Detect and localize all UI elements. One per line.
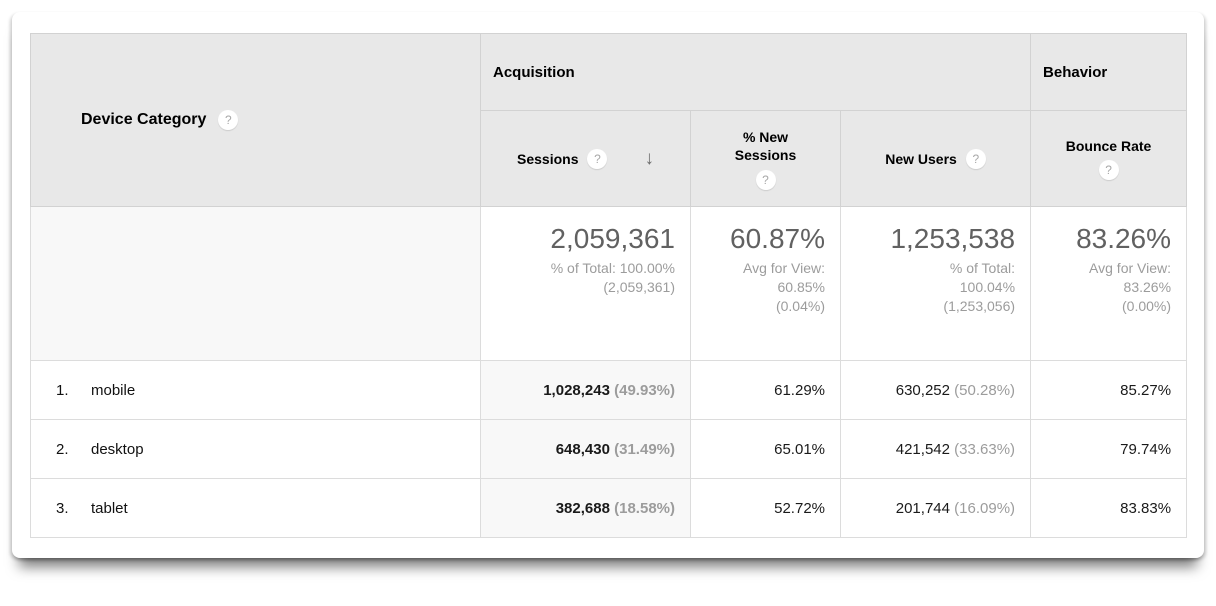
bounce-rate-avg: 83.26% [1076, 223, 1172, 254]
sessions-value: 648,430 [555, 440, 610, 458]
help-icon[interactable]: ? [755, 169, 776, 190]
column-header-new-users[interactable]: New Users ? [839, 110, 1032, 207]
device-cell: 3. tablet [30, 478, 481, 538]
summary-dimension-cell [30, 206, 481, 361]
sessions-total: 2,059,361 [550, 223, 675, 254]
acquisition-label: Acquisition [493, 63, 575, 81]
sessions-label: Sessions [517, 150, 579, 167]
sessions-cell: 1,028,243 (49.93%) [480, 360, 691, 420]
sessions-pct: (49.93%) [614, 381, 675, 399]
device-cell: 2. desktop [30, 419, 481, 479]
device-name: desktop [91, 440, 144, 458]
new-sessions-avg-sub3: (0.04%) [775, 298, 825, 314]
new-users-value: 201,744 [895, 499, 950, 517]
new-sessions-value: 65.01% [774, 440, 825, 458]
summary-new-sessions: 60.87% Avg for View: 60.85% (0.04%) [690, 206, 841, 361]
table-row-mobile: 1. mobile 1,028,243 (49.93%) 61.29% 630,… [30, 360, 1188, 420]
device-cell: 1. mobile [30, 360, 481, 420]
new-users-total-sub2: 100.04% [959, 279, 1016, 295]
new-sessions-avg-sub2: 60.85% [777, 279, 825, 295]
new-users-total-sub1: % of Total: [949, 260, 1016, 276]
new-sessions-avg: 60.87% [730, 223, 825, 254]
help-icon[interactable]: ? [1098, 159, 1119, 180]
new-sessions-cell: 52.72% [690, 478, 841, 538]
new-users-value: 421,542 [895, 440, 950, 458]
column-header-device-category[interactable]: Device Category ? [30, 33, 481, 207]
bounce-rate-value: 85.27% [1120, 381, 1172, 399]
behavior-label: Behavior [1043, 63, 1108, 81]
device-category-label: Device Category [81, 111, 207, 128]
help-icon[interactable]: ? [218, 110, 239, 130]
new-users-label: New Users [885, 150, 957, 167]
sessions-cell: 382,688 (18.58%) [480, 478, 691, 538]
sessions-cell: 648,430 (31.49%) [480, 419, 691, 479]
bounce-rate-cell: 85.27% [1030, 360, 1188, 420]
bounce-rate-cell: 83.83% [1030, 478, 1188, 538]
new-users-value: 630,252 [895, 381, 950, 399]
summary-new-users: 1,253,538 % of Total: 100.04% (1,253,056… [839, 206, 1032, 361]
new-users-pct: (16.09%) [954, 499, 1016, 517]
row-index: 2. [56, 440, 69, 458]
device-name: mobile [91, 381, 136, 399]
report-card: Device Category ? Acquisition Behavior S… [12, 12, 1204, 558]
help-icon[interactable]: ? [965, 148, 986, 169]
bounce-rate-avg-sub3: (0.00%) [1122, 298, 1172, 314]
column-header-bounce-rate[interactable]: Bounce Rate ? [1030, 110, 1188, 207]
sessions-value: 382,688 [555, 499, 610, 517]
bounce-rate-cell: 79.74% [1030, 419, 1188, 479]
sessions-total-sub2: (2,059,361) [603, 279, 675, 295]
bounce-rate-avg-sub2: 83.26% [1123, 279, 1172, 295]
summary-row: 2,059,361 % of Total: 100.00% (2,059,361… [30, 206, 1188, 361]
bounce-rate-label: Bounce Rate [1065, 137, 1152, 154]
sessions-pct: (31.49%) [614, 440, 675, 458]
new-users-cell: 421,542 (33.63%) [839, 419, 1032, 479]
new-sessions-label: % New Sessions [734, 128, 797, 163]
sessions-value: 1,028,243 [543, 381, 610, 399]
bounce-rate-value: 79.74% [1120, 440, 1172, 458]
new-users-cell: 201,744 (16.09%) [839, 478, 1032, 538]
column-header-new-sessions[interactable]: % New Sessions ? [690, 110, 841, 207]
bounce-rate-avg-sub1: Avg for View: [1089, 260, 1172, 276]
column-header-sessions[interactable]: Sessions ? ↓ [480, 110, 691, 207]
sessions-pct: (18.58%) [614, 499, 675, 517]
new-users-total: 1,253,538 [890, 223, 1016, 254]
summary-sessions: 2,059,361 % of Total: 100.00% (2,059,361… [480, 206, 691, 361]
new-sessions-value: 52.72% [774, 499, 825, 517]
summary-bounce-rate: 83.26% Avg for View: 83.26% (0.00%) [1030, 206, 1188, 361]
new-sessions-avg-sub1: Avg for View: [743, 260, 825, 276]
device-category-table: Device Category ? Acquisition Behavior S… [30, 33, 1188, 538]
device-name: tablet [91, 499, 128, 517]
sessions-total-sub1: % of Total: 100.00% [550, 260, 675, 276]
new-users-pct: (50.28%) [954, 381, 1016, 399]
new-sessions-value: 61.29% [774, 381, 825, 399]
sort-descending-icon: ↓ [644, 148, 654, 169]
row-index: 1. [56, 381, 69, 399]
help-icon[interactable]: ? [587, 148, 608, 169]
group-header-acquisition: Acquisition [479, 33, 1032, 111]
new-users-pct: (33.63%) [954, 440, 1016, 458]
bounce-rate-value: 83.83% [1120, 499, 1172, 517]
row-index: 3. [56, 499, 69, 517]
new-users-cell: 630,252 (50.28%) [839, 360, 1032, 420]
new-sessions-cell: 65.01% [690, 419, 841, 479]
new-sessions-cell: 61.29% [690, 360, 841, 420]
table-row-desktop: 2. desktop 648,430 (31.49%) 65.01% 421,5… [30, 419, 1188, 479]
new-users-total-sub3: (1,253,056) [943, 298, 1016, 314]
group-header-behavior: Behavior [1030, 33, 1188, 111]
table-row-tablet: 3. tablet 382,688 (18.58%) 52.72% 201,74… [30, 478, 1188, 538]
